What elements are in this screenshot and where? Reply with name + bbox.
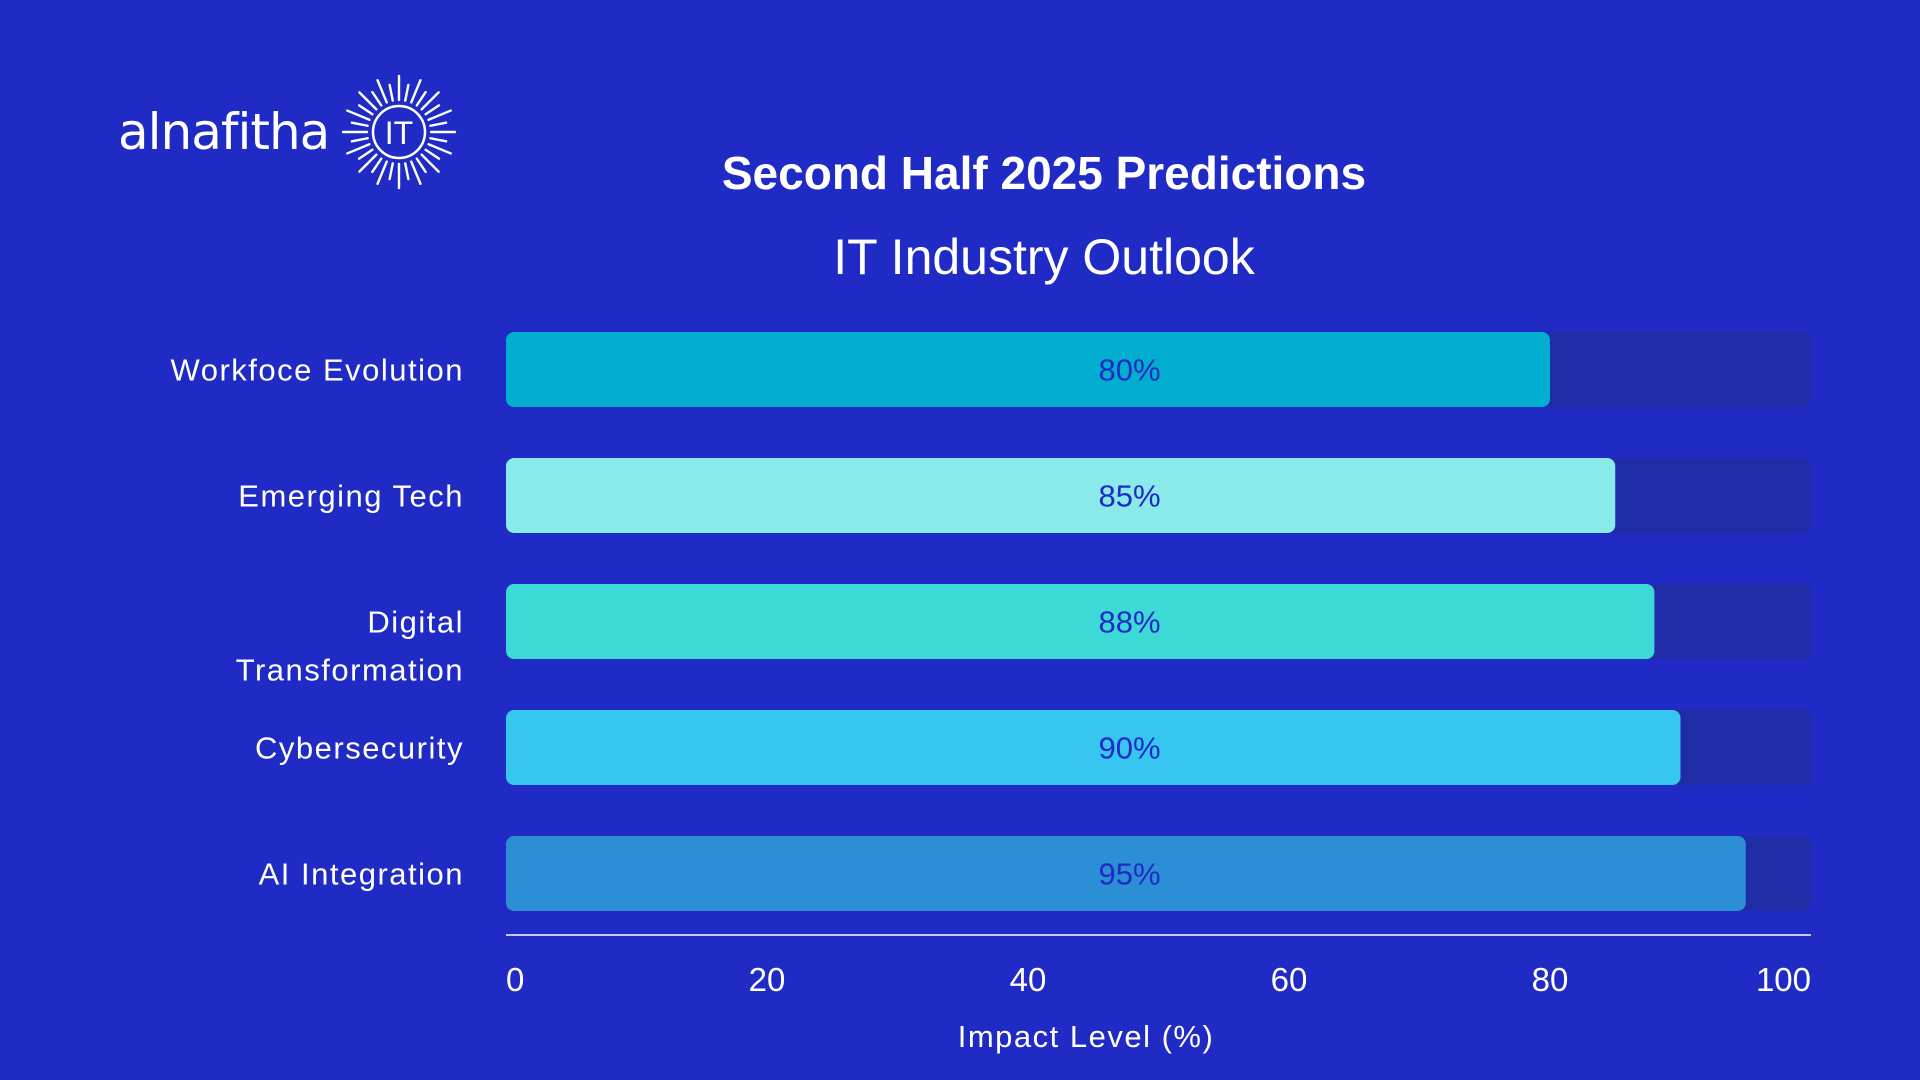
logo-ray: [429, 121, 448, 127]
category-label: Cybersecurity: [255, 731, 464, 766]
logo-ray: [376, 160, 389, 185]
logo-badge-text: IT: [385, 115, 413, 151]
logo-ray: [410, 160, 422, 185]
category-label: Workfoce Evolution: [171, 353, 465, 388]
logo-ray: [424, 148, 441, 160]
x-tick-label: 100: [1756, 961, 1811, 998]
bar-value-label: 90%: [1098, 731, 1160, 766]
logo-ray: [346, 109, 371, 121]
logo-ray: [358, 153, 378, 173]
sunburst-icon: IT: [342, 74, 457, 190]
bar-value-label: 88%: [1098, 605, 1160, 640]
logo-ray: [427, 109, 453, 121]
x-axis-title: Impact Level (%): [958, 1019, 1215, 1054]
bar: [506, 332, 1550, 407]
logo-ray: [388, 162, 395, 181]
logo-ray: [371, 90, 383, 107]
logo-ray: [410, 79, 422, 104]
x-tick-label: 40: [1010, 961, 1047, 998]
chart-subtitle: IT Industry Outlook: [833, 229, 1255, 285]
bar-value-label: 95%: [1098, 857, 1160, 892]
logo-ray: [404, 83, 410, 102]
logo-ray: [415, 90, 428, 107]
logo-ray: [404, 162, 410, 181]
category-label: Emerging Tech: [238, 479, 464, 514]
logo-ray: [420, 91, 441, 111]
logo-ray: [351, 137, 370, 143]
logo-ray: [427, 143, 453, 155]
category-label: Transformation: [236, 653, 464, 688]
category-label: AI Integration: [259, 857, 464, 892]
logo-ray: [424, 104, 441, 116]
bar: [506, 584, 1655, 659]
logo-ray: [358, 148, 374, 160]
bar: [506, 836, 1746, 911]
logo-ray: [429, 137, 448, 143]
x-tick-label: 80: [1532, 961, 1569, 998]
bar-value-label: 85%: [1098, 479, 1160, 514]
chart-title: Second Half 2025 Predictions: [721, 147, 1367, 199]
bar: [506, 710, 1681, 785]
x-tick-label: 20: [749, 961, 786, 998]
bar-value-label: 80%: [1098, 353, 1160, 388]
logo-ray: [371, 157, 383, 174]
x-tick-label: 0: [506, 961, 524, 998]
logo-ray: [376, 79, 389, 104]
logo-ray: [415, 157, 428, 174]
logo-wordmark: alnafitha: [118, 103, 330, 161]
logo-ray: [358, 91, 378, 111]
brand-logo: alnafitha IT: [118, 74, 457, 190]
logo-ray: [388, 83, 395, 102]
logo-ray: [420, 153, 441, 173]
x-tick-label: 60: [1271, 961, 1308, 998]
bar: [506, 458, 1616, 533]
logo-ray: [351, 121, 370, 127]
logo-ray: [358, 104, 374, 116]
category-label: Digital: [367, 605, 464, 640]
logo-ray: [346, 143, 371, 155]
